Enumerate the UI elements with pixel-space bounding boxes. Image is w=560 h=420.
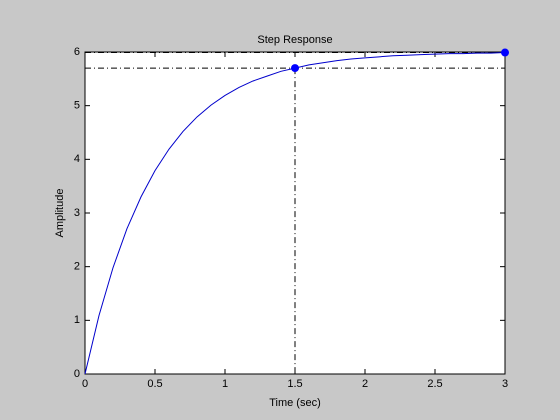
x-axis-label: Time (sec): [269, 397, 321, 409]
x-tick-label: 3: [502, 378, 508, 390]
marker-point: [291, 64, 299, 73]
x-tick-label: 0: [82, 378, 88, 390]
x-tick-label: 1.5: [287, 378, 302, 390]
x-tick-label: 0.5: [147, 378, 162, 390]
y-tick-label: 5: [74, 100, 80, 112]
x-tick-label: 2: [362, 378, 368, 390]
y-tick-label: 0: [74, 368, 80, 380]
y-tick-label: 1: [74, 314, 80, 326]
y-tick-label: 6: [74, 46, 80, 58]
x-tick-label: 2.5: [427, 378, 442, 390]
y-tick-label: 4: [74, 153, 80, 165]
chart-title: Step Response: [257, 34, 332, 46]
y-axis-label: Amplitude: [54, 189, 66, 238]
marker-point: [501, 48, 509, 57]
y-tick-label: 2: [74, 261, 80, 273]
x-tick-label: 1: [222, 378, 228, 390]
y-tick-label: 3: [74, 207, 80, 219]
